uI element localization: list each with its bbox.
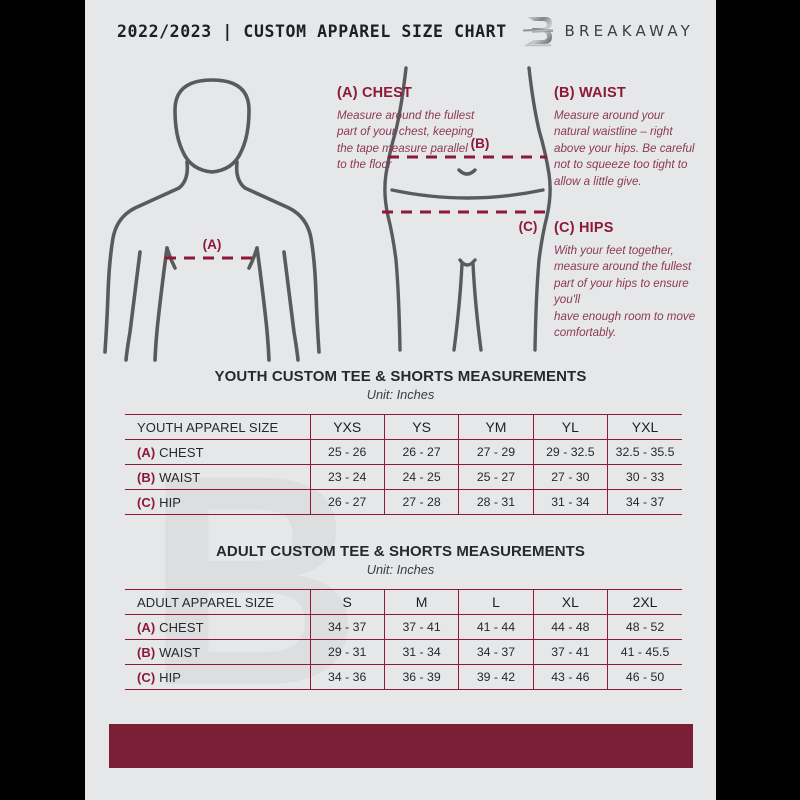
svg-text:(A): (A) — [203, 237, 222, 252]
guide-hips-title: (C) HIPS — [554, 220, 614, 236]
marker-b: (B) — [137, 644, 156, 660]
youth-hip-yxs: 26 - 27 — [309, 489, 385, 515]
youth-hip-yxl: 34 - 37 — [607, 489, 682, 515]
lower-body-figure-icon: (B) (C) — [380, 64, 555, 359]
youth-row-hip-label: (C) HIP — [125, 489, 310, 515]
marker-a: (A) — [137, 619, 156, 635]
guide-chest-body: Measure around the fullest part of your … — [337, 109, 475, 172]
guide-waist-body: Measure around your natural waistline – … — [554, 109, 695, 188]
table-row: (C) HIP 34 - 36 36 - 39 39 - 42 43 - 46 … — [125, 664, 682, 690]
adult-hip-2xl: 46 - 50 — [607, 664, 682, 690]
youth-hip-yl: 31 - 34 — [532, 489, 608, 515]
youth-size-ym: YM — [458, 414, 534, 440]
adult-size-2xl: 2XL — [607, 589, 682, 615]
youth-waist-yxl: 30 - 33 — [607, 464, 682, 490]
adult-section-title: ADULT CUSTOM TEE & SHORTS MEASUREMENTS — [215, 543, 586, 560]
table-row: (B) WAIST 29 - 31 31 - 34 34 - 37 37 - 4… — [125, 639, 682, 665]
adult-hip-s: 34 - 36 — [309, 664, 385, 690]
youth-row-chest-label: (A) CHEST — [125, 439, 310, 465]
adult-chest-2xl: 48 - 52 — [607, 614, 682, 640]
youth-row-hip-text: HIP — [159, 494, 182, 510]
guide-waist-title: (B) WAIST — [554, 85, 626, 101]
adult-waist-s: 29 - 31 — [309, 639, 385, 665]
adult-row-waist-label: (B) WAIST — [125, 639, 310, 665]
adult-hip-l: 39 - 42 — [458, 664, 534, 690]
page-title: 2022/2023 | CUSTOM APPAREL SIZE CHART — [117, 21, 507, 41]
brand-name: BREAKAWAY — [564, 22, 694, 40]
youth-hip-ys: 27 - 28 — [383, 489, 459, 515]
footer-band — [109, 724, 693, 768]
youth-size-yxl: YXL — [607, 414, 682, 440]
adult-row-chest-text: CHEST — [159, 619, 204, 635]
adult-size-l: L — [458, 589, 534, 615]
youth-size-ys: YS — [383, 414, 459, 440]
youth-label-header: YOUTH APPAREL SIZE — [125, 414, 310, 440]
table-row: (A) CHEST 34 - 37 37 - 41 41 - 44 44 - 4… — [125, 614, 682, 640]
guide-hips-body: With your feet together, measure around … — [554, 244, 696, 340]
youth-chest-ym: 27 - 29 — [458, 439, 534, 465]
table-row: (B) WAIST 23 - 24 24 - 25 25 - 27 27 - 3… — [125, 464, 682, 490]
adult-size-m: M — [383, 589, 459, 615]
youth-waist-ys: 24 - 25 — [383, 464, 459, 490]
youth-row-waist-label: (B) WAIST — [125, 464, 310, 490]
adult-label-header: ADULT APPAREL SIZE — [125, 589, 310, 615]
youth-section-heading: YOUTH CUSTOM TEE & SHORTS MEASUREMENTS U… — [85, 368, 716, 402]
youth-chest-yl: 29 - 32.5 — [532, 439, 608, 465]
table-row: (C) HIP 26 - 27 27 - 28 28 - 31 31 - 34 … — [125, 489, 682, 515]
adult-hip-m: 36 - 39 — [383, 664, 459, 690]
page-header: 2022/2023 | CUSTOM APPAREL SIZE CHART — [85, 0, 716, 62]
adult-section-heading: ADULT CUSTOM TEE & SHORTS MEASUREMENTS U… — [85, 543, 716, 577]
youth-section-title: YOUTH CUSTOM TEE & SHORTS MEASUREMENTS — [214, 368, 587, 385]
youth-size-yxs: YXS — [309, 414, 385, 440]
marker-c: (C) — [137, 494, 156, 510]
youth-hip-ym: 28 - 31 — [458, 489, 534, 515]
svg-text:(B): (B) — [471, 136, 490, 151]
adult-size-xl: XL — [532, 589, 608, 615]
youth-header-row: YOUTH APPAREL SIZE YXS YS YM YL YXL — [125, 414, 682, 440]
youth-size-yl: YL — [532, 414, 608, 440]
brand-lockup: BREAKAWAY — [523, 0, 694, 62]
marker-a: (A) — [137, 444, 156, 460]
youth-chest-ys: 26 - 27 — [383, 439, 459, 465]
adult-row-chest-label: (A) CHEST — [125, 614, 310, 640]
youth-row-waist-text: WAIST — [159, 469, 201, 485]
youth-waist-ym: 25 - 27 — [458, 464, 534, 490]
adult-row-hip-text: HIP — [159, 669, 182, 685]
youth-row-chest-text: CHEST — [159, 444, 204, 460]
adult-chest-xl: 44 - 48 — [532, 614, 608, 640]
adult-waist-2xl: 41 - 45.5 — [607, 639, 682, 665]
adult-size-s: S — [309, 589, 385, 615]
marker-c: (C) — [137, 669, 156, 685]
youth-chest-yxl: 32.5 - 35.5 — [607, 439, 682, 465]
adult-row-hip-label: (C) HIP — [125, 664, 310, 690]
guide-chest: (A) CHEST Measure around the fullest par… — [337, 85, 477, 174]
guide-waist: (B) WAIST Measure around your natural wa… — [554, 85, 702, 190]
table-row: (A) CHEST 25 - 26 26 - 27 27 - 29 29 - 3… — [125, 439, 682, 465]
adult-hip-xl: 43 - 46 — [532, 664, 608, 690]
youth-waist-yl: 27 - 30 — [532, 464, 608, 490]
youth-waist-yxs: 23 - 24 — [309, 464, 385, 490]
adult-size-table: ADULT APPAREL SIZE S M L XL 2XL (A) CHES… — [125, 589, 682, 690]
adult-waist-xl: 37 - 41 — [532, 639, 608, 665]
guide-hips: (C) HIPS With your feet together, measur… — [554, 220, 704, 342]
measurement-illustrations: (A) (B) (C) — [85, 62, 716, 362]
breakaway-b-logo-icon — [523, 14, 554, 48]
youth-chest-yxs: 25 - 26 — [309, 439, 385, 465]
guide-chest-title: (A) CHEST — [337, 85, 413, 101]
marker-b: (B) — [137, 469, 156, 485]
adult-waist-m: 31 - 34 — [383, 639, 459, 665]
youth-unit-label: Unit: Inches — [366, 387, 435, 402]
adult-row-waist-text: WAIST — [159, 644, 201, 660]
adult-unit-label: Unit: Inches — [366, 562, 435, 577]
youth-size-table: YOUTH APPAREL SIZE YXS YS YM YL YXL (A) … — [125, 414, 682, 515]
adult-chest-s: 34 - 37 — [309, 614, 385, 640]
adult-chest-m: 37 - 41 — [383, 614, 459, 640]
adult-header-row: ADULT APPAREL SIZE S M L XL 2XL — [125, 589, 682, 615]
torso-figure-icon: (A) — [99, 62, 329, 367]
adult-chest-l: 41 - 44 — [458, 614, 534, 640]
svg-text:(C): (C) — [519, 219, 538, 234]
size-chart-page: B 2022/2023 | CUSTOM APPAREL SIZE CHART — [85, 0, 716, 800]
adult-waist-l: 34 - 37 — [458, 639, 534, 665]
